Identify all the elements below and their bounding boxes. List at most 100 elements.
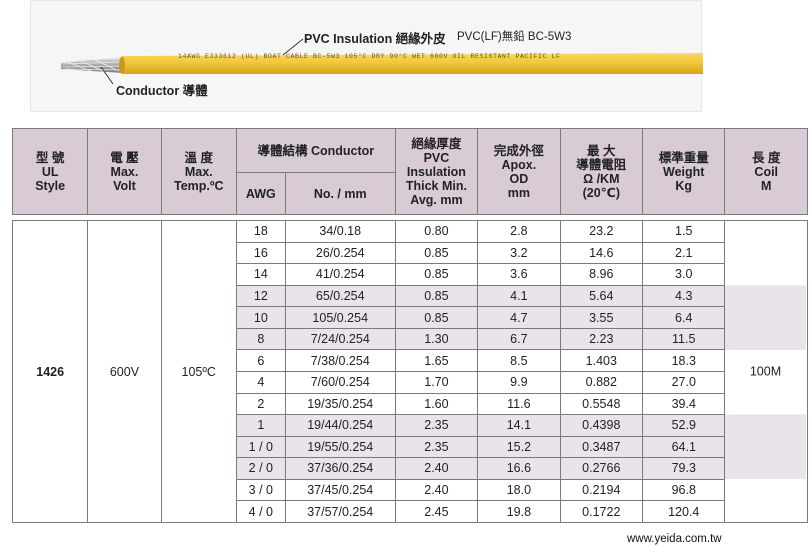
cell-insulation: 2.40 xyxy=(394,478,479,502)
table-row: 10 105/0.254 0.85 4.7 3.55 6.4 xyxy=(13,306,808,329)
cell-no-mm: 37/57/0.254 xyxy=(284,500,396,523)
cell-weight: 6.4 xyxy=(642,306,726,329)
cell-insulation: 1.30 xyxy=(394,327,479,351)
cell-no-mm: 7/38/0.254 xyxy=(284,349,396,372)
cell-resistance: 5.64 xyxy=(559,284,644,308)
header-conductor: 導體結構 Conductor xyxy=(235,128,396,173)
cell-awg: 3 / 0 xyxy=(235,478,286,502)
cell-awg: 12 xyxy=(235,284,286,308)
cell-od: 19.8 xyxy=(477,500,561,523)
pvc-jacket xyxy=(119,53,703,74)
cell-awg: 1 xyxy=(235,414,286,437)
cell-weight: 120.4 xyxy=(642,500,726,523)
table-row: 16 26/0.254 0.85 3.2 14.6 2.1 xyxy=(13,241,808,265)
table-row: 1 / 0 19/55/0.254 2.35 15.2 0.3487 64.1 xyxy=(13,435,808,459)
cell-od: 18.0 xyxy=(477,478,561,502)
table-row: 6 7/38/0.254 1.65 8.5 1.403 18.3 xyxy=(13,349,808,372)
cell-insulation: 0.85 xyxy=(394,306,479,329)
cell-weight: 3.0 xyxy=(642,263,726,286)
cell-no-mm: 34/0.18 xyxy=(284,220,396,243)
cell-awg: 6 xyxy=(235,349,286,372)
cell-insulation: 2.40 xyxy=(394,457,479,480)
cell-resistance: 0.5548 xyxy=(559,392,644,416)
header-temp: 溫 度 Max. Temp.ºC xyxy=(160,128,237,215)
cell-od: 8.5 xyxy=(477,349,561,372)
cell-insulation: 0.85 xyxy=(394,241,479,265)
cell-no-mm: 65/0.254 xyxy=(284,284,396,308)
table-row: 1 19/44/0.254 2.35 14.1 0.4398 52.9 xyxy=(13,414,808,437)
cell-no-mm: 19/55/0.254 xyxy=(284,435,396,459)
website-url: www.yeida.com.tw xyxy=(627,533,722,545)
coil-value: 100M xyxy=(750,365,781,379)
cell-awg: 18 xyxy=(235,220,286,243)
cell-weight: 4.3 xyxy=(642,284,726,308)
table-row: 3 / 0 37/45/0.254 2.40 18.0 0.2194 96.8 xyxy=(13,478,808,502)
cell-resistance: 8.96 xyxy=(559,263,644,286)
cell-no-mm: 26/0.254 xyxy=(284,241,396,265)
pvc-insulation-label: PVC Insulation 絕緣外皮 xyxy=(304,32,446,46)
cell-no-mm: 7/24/0.254 xyxy=(284,327,396,351)
cell-insulation: 2.45 xyxy=(394,500,479,523)
cell-od: 3.6 xyxy=(477,263,561,286)
header-style: 型 號 UL Style xyxy=(11,128,89,215)
cell-no-mm: 37/36/0.254 xyxy=(284,457,396,480)
cell-weight: 2.1 xyxy=(642,241,726,265)
header-no-mm: No. / mm xyxy=(284,172,396,215)
header-insulation: 絕緣厚度 PVC Insulation Thick Min. Avg. mm xyxy=(394,128,479,215)
cell-weight: 96.8 xyxy=(642,478,726,502)
cell-style: 1426 xyxy=(11,220,89,523)
cell-resistance: 0.4398 xyxy=(559,414,644,437)
cell-resistance: 14.6 xyxy=(559,241,644,265)
cell-temp: 105ºC xyxy=(160,220,237,523)
header-weight: 標準重量 Weight Kg xyxy=(642,128,726,215)
cell-resistance: 0.1722 xyxy=(559,500,644,523)
table-row: 12 65/0.254 0.85 4.1 5.64 4.3 xyxy=(13,284,808,308)
conductor-callout-line xyxy=(100,66,114,85)
cell-awg: 14 xyxy=(235,263,286,286)
header-resistance: 最 大導體電阻 Ω /KM (20℃) xyxy=(559,128,644,215)
cell-awg: 2 xyxy=(235,392,286,416)
spec-table-body: 1426 600V 105ºC 18 34/0.18 0.80 2.8 23.2 1.5 100M… xyxy=(11,220,808,523)
cable-print-marking: 14AWG E333612 (UL) BOAT CABLE BC-5W3 105… xyxy=(178,53,561,60)
cell-od: 11.6 xyxy=(477,392,561,416)
cell-no-mm: 7/60/0.254 xyxy=(284,370,396,394)
cell-awg: 4 xyxy=(235,370,286,394)
cell-insulation: 0.85 xyxy=(394,284,479,308)
cell-no-mm: 19/35/0.254 xyxy=(284,392,396,416)
cell-weight: 79.3 xyxy=(642,457,726,480)
header-volt: 電 壓 Max. Volt xyxy=(87,128,162,215)
cell-weight: 52.9 xyxy=(642,414,726,437)
cell-od: 4.7 xyxy=(477,306,561,329)
cable-drawing xyxy=(61,38,703,85)
cable-illustration xyxy=(30,0,703,112)
cell-coil: 100M xyxy=(724,220,808,523)
cell-resistance: 0.2194 xyxy=(559,478,644,502)
header-coil: 長 度 Coil M xyxy=(724,128,808,215)
cell-awg: 8 xyxy=(235,327,286,351)
cell-insulation: 1.65 xyxy=(394,349,479,372)
cell-weight: 1.5 xyxy=(642,220,726,243)
table-row: 4 7/60/0.254 1.70 9.9 0.882 27.0 xyxy=(13,370,808,394)
cell-no-mm: 19/44/0.254 xyxy=(284,414,396,437)
cell-awg: 2 / 0 xyxy=(235,457,286,480)
cell-insulation: 1.70 xyxy=(394,370,479,394)
cell-insulation: 1.60 xyxy=(394,392,479,416)
cell-no-mm: 37/45/0.254 xyxy=(284,478,396,502)
conductor-label: Conductor 導體 xyxy=(116,84,208,98)
table-row: 2 / 0 37/36/0.254 2.40 16.6 0.2766 79.3 xyxy=(13,457,808,480)
cell-resistance: 23.2 xyxy=(559,220,644,243)
cell-od: 3.2 xyxy=(477,241,561,265)
header-od: 完成外徑 Apox. OD mm xyxy=(477,128,561,215)
cell-od: 14.1 xyxy=(477,414,561,437)
cell-insulation: 2.35 xyxy=(394,414,479,437)
cell-od: 15.2 xyxy=(477,435,561,459)
cell-od: 9.9 xyxy=(477,370,561,394)
table-row: 2 19/35/0.254 1.60 11.6 0.5548 39.4 xyxy=(13,392,808,416)
cell-no-mm: 41/0.254 xyxy=(284,263,396,286)
cell-insulation: 0.80 xyxy=(394,220,479,243)
cell-resistance: 1.403 xyxy=(559,349,644,372)
cell-weight: 18.3 xyxy=(642,349,726,372)
cell-weight: 11.5 xyxy=(642,327,726,351)
cell-weight: 39.4 xyxy=(642,392,726,416)
cell-no-mm: 105/0.254 xyxy=(284,306,396,329)
